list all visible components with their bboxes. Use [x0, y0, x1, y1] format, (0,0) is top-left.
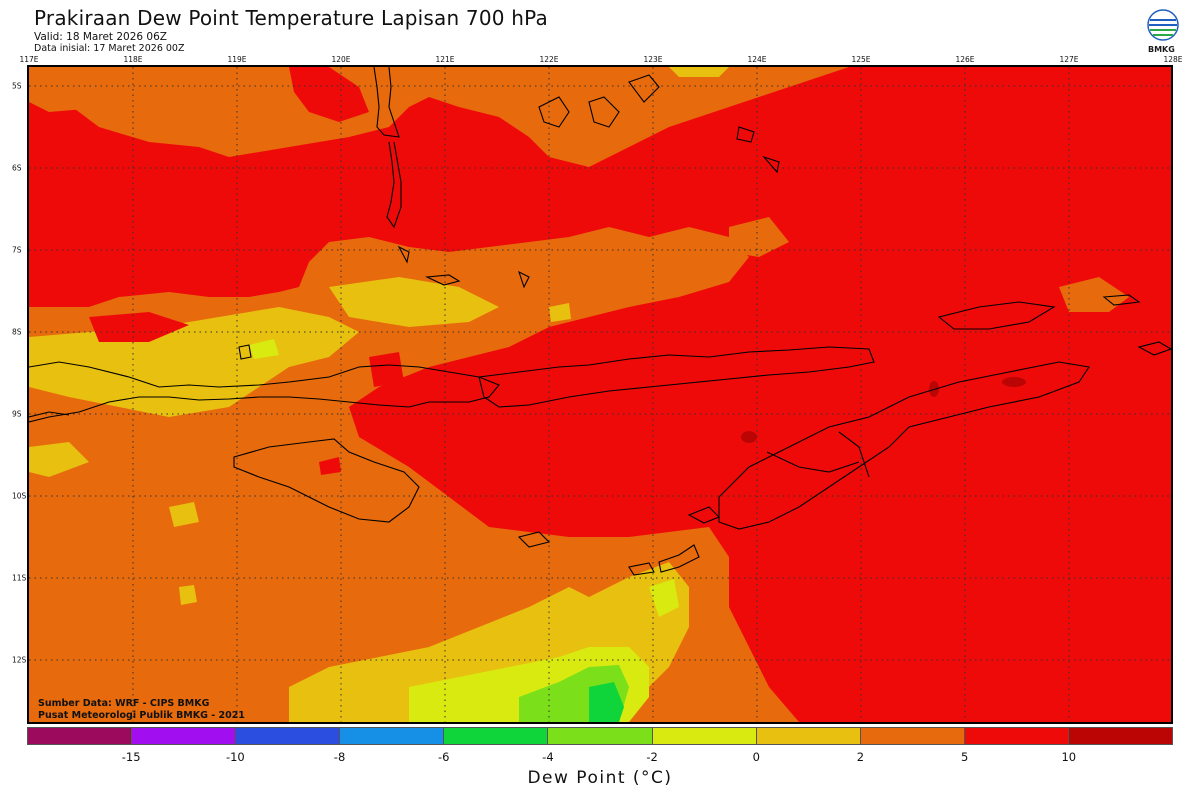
dew-point-field-minus2-0: [519, 665, 629, 722]
lon-label: 118E: [123, 55, 143, 64]
colorbar-segment: [756, 728, 861, 744]
lat-label: 12S: [12, 655, 27, 665]
lon-label: 124E: [747, 55, 767, 64]
colorbar-label: 2: [856, 750, 865, 764]
lat-label: 7S: [12, 245, 22, 255]
colorbar-segment: [340, 728, 445, 744]
page-title: Prakiraan Dew Point Temperature Lapisan …: [34, 6, 548, 30]
lon-label: 123E: [643, 55, 663, 64]
valid-time: Valid: 18 Maret 2026 06Z: [34, 31, 167, 43]
lon-label: 122E: [539, 55, 559, 64]
colorbar-label: -6: [437, 750, 450, 764]
colorbar-segment: [860, 728, 965, 744]
lat-label: 6S: [12, 163, 22, 173]
colorbar-segment: [548, 728, 653, 744]
lon-label: 125E: [851, 55, 871, 64]
lon-label: 119E: [227, 55, 247, 64]
colorbar-label: -8: [333, 750, 346, 764]
lat-label: 8S: [12, 327, 22, 337]
lon-label: 117E: [19, 55, 39, 64]
colorbar-segment: [444, 728, 549, 744]
lon-label: 127E: [1059, 55, 1079, 64]
colorbar-label: -10: [225, 750, 245, 764]
colorbar-label: -2: [646, 750, 658, 764]
colorbar-label: -15: [121, 750, 141, 764]
colorbar-label: 0: [752, 750, 760, 764]
dew-point-field-2-5-patches: [29, 67, 1129, 312]
colorbar-label: -4: [542, 750, 554, 764]
lon-label: 120E: [331, 55, 351, 64]
colorbar-segment: [28, 728, 133, 744]
colorbar-segment: [964, 728, 1069, 744]
colorbar-segment: [1068, 728, 1173, 744]
colorbar-title: Dew Point (°C): [527, 768, 673, 788]
bmkg-logo-icon: [1147, 9, 1179, 41]
lat-label: 10S: [12, 491, 27, 501]
colorbar-segment: [236, 728, 341, 744]
lon-label: 126E: [955, 55, 975, 64]
lon-label: 128E: [1163, 55, 1183, 64]
logo-label: BMKG: [1148, 45, 1175, 54]
organization-credit: Pusat Meteorologi Publik BMKG - 2021: [38, 710, 245, 721]
colorbar-segment: [132, 728, 237, 744]
colorbar: [27, 727, 1173, 745]
dew-point-field-5-10: [29, 67, 1171, 722]
colorbar-segment: [652, 728, 757, 744]
lat-label: 11S: [12, 573, 27, 583]
lat-label: 5S: [12, 81, 22, 91]
data-source: Sumber Data: WRF - CIPS BMKG: [38, 698, 210, 709]
graticule: [29, 67, 1171, 722]
coastlines: [29, 67, 1171, 576]
colorbar-label: 10: [1061, 750, 1077, 764]
lat-label: 9S: [12, 409, 22, 419]
colorbar-label: 5: [960, 750, 969, 764]
dew-point-map: [27, 65, 1173, 724]
init-time: Data inisial: 17 Maret 2026 00Z: [34, 43, 185, 54]
lon-label: 121E: [435, 55, 455, 64]
